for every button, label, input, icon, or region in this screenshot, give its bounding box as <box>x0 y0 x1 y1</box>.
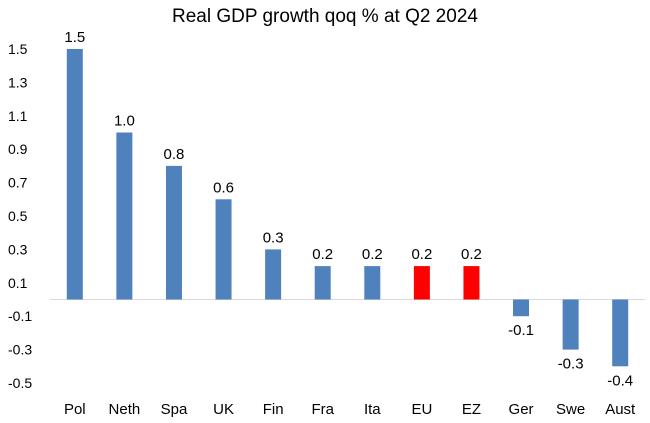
data-label-eu: 0.2 <box>411 246 432 263</box>
y-tick-label: 1.1 <box>8 108 28 124</box>
chart-title: Real GDP growth qoq % at Q2 2024 <box>172 6 478 27</box>
bar-eu <box>413 266 430 300</box>
y-tick-label: -0.1 <box>8 308 32 324</box>
data-label-fra: 0.2 <box>312 246 333 263</box>
bar-swe <box>562 299 579 350</box>
data-label-fin: 0.3 <box>263 229 284 246</box>
bar-spa <box>165 165 182 300</box>
bar-ger <box>513 299 530 317</box>
y-tick-label: 1.3 <box>8 74 28 90</box>
data-label-ez: 0.2 <box>461 246 482 263</box>
y-tick-label: 0.7 <box>8 175 28 191</box>
data-label-pol: 1.5 <box>64 29 85 46</box>
data-label-swe: -0.3 <box>558 356 584 373</box>
category-label-ita: Ita <box>364 401 381 418</box>
category-label-ger: Ger <box>509 401 534 418</box>
y-tick-label: 0.9 <box>8 141 28 157</box>
y-tick-label: 0.3 <box>8 241 28 257</box>
bar-fin <box>265 249 282 300</box>
bar-fra <box>314 266 331 300</box>
bar-neth <box>116 132 133 300</box>
category-label-swe: Swe <box>556 401 585 418</box>
category-label-ez: EZ <box>462 401 481 418</box>
category-label-fin: Fin <box>263 401 284 418</box>
category-label-spa: Spa <box>161 401 188 418</box>
bar-ez <box>463 266 480 300</box>
bar-uk <box>215 199 232 300</box>
y-tick-label: -0.5 <box>8 375 32 391</box>
data-label-spa: 0.8 <box>164 146 185 163</box>
category-label-neth: Neth <box>109 401 141 418</box>
bar-pol <box>66 49 83 300</box>
data-label-ita: 0.2 <box>362 246 383 263</box>
y-tick-label: 0.5 <box>8 208 28 224</box>
y-tick-label: -0.3 <box>8 342 32 358</box>
data-label-neth: 1.0 <box>114 113 135 130</box>
category-label-fra: Fra <box>311 401 334 418</box>
y-tick-label: 0.1 <box>8 275 28 291</box>
category-label-uk: UK <box>213 401 234 418</box>
bar-aust <box>612 299 629 367</box>
category-label-aust: Aust <box>605 401 636 418</box>
bar-ita <box>364 266 381 300</box>
data-label-uk: 0.6 <box>213 179 234 196</box>
data-label-ger: -0.1 <box>508 322 534 339</box>
category-label-pol: Pol <box>64 401 86 418</box>
category-label-eu: EU <box>411 401 432 418</box>
y-tick-label: 1.5 <box>8 41 28 57</box>
data-label-aust: -0.4 <box>607 372 633 389</box>
